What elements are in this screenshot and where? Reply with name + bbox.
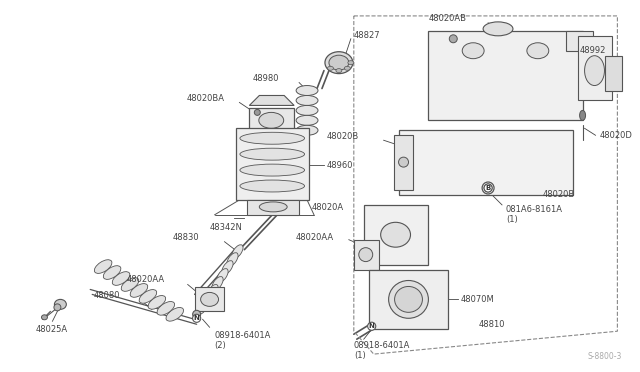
Text: 48070M: 48070M — [460, 295, 494, 304]
Text: 48020D: 48020D — [600, 131, 632, 140]
Ellipse shape — [580, 110, 586, 121]
Polygon shape — [250, 96, 294, 105]
Text: 48810: 48810 — [478, 320, 505, 329]
Polygon shape — [605, 56, 622, 90]
Ellipse shape — [527, 43, 548, 59]
Text: 08918-6401A: 08918-6401A — [214, 331, 271, 340]
Ellipse shape — [296, 125, 318, 135]
Ellipse shape — [240, 164, 305, 176]
Text: B: B — [486, 185, 491, 191]
Ellipse shape — [232, 245, 243, 259]
Polygon shape — [364, 205, 428, 264]
Ellipse shape — [42, 315, 47, 320]
Text: 081A6-8161A: 081A6-8161A — [506, 205, 563, 214]
Ellipse shape — [217, 269, 228, 282]
Ellipse shape — [381, 222, 410, 247]
Ellipse shape — [202, 292, 213, 306]
Polygon shape — [354, 240, 379, 270]
Ellipse shape — [388, 280, 428, 318]
Ellipse shape — [359, 248, 372, 262]
Ellipse shape — [296, 86, 318, 96]
Ellipse shape — [296, 105, 318, 115]
Polygon shape — [195, 288, 225, 311]
Text: 48025A: 48025A — [35, 325, 68, 334]
Polygon shape — [566, 31, 593, 51]
Polygon shape — [250, 108, 294, 140]
Ellipse shape — [395, 286, 422, 312]
Ellipse shape — [296, 96, 318, 105]
Ellipse shape — [259, 112, 284, 128]
Text: 08918-6401A: 08918-6401A — [354, 341, 410, 350]
Ellipse shape — [240, 132, 305, 144]
Text: 48020B: 48020B — [326, 132, 359, 141]
Ellipse shape — [484, 184, 492, 192]
Text: (1): (1) — [506, 215, 518, 224]
Ellipse shape — [344, 66, 350, 70]
Text: (2): (2) — [214, 341, 227, 350]
Ellipse shape — [348, 61, 354, 65]
Polygon shape — [399, 130, 573, 195]
Polygon shape — [236, 128, 309, 200]
Text: 48020AA: 48020AA — [296, 233, 334, 242]
Text: 48960: 48960 — [327, 161, 353, 170]
Ellipse shape — [121, 278, 139, 291]
Text: 48020A: 48020A — [312, 203, 344, 212]
Polygon shape — [578, 36, 612, 100]
Ellipse shape — [54, 299, 67, 310]
Ellipse shape — [103, 266, 121, 279]
Ellipse shape — [329, 55, 349, 70]
Text: 48827: 48827 — [354, 31, 380, 40]
Text: 48020B: 48020B — [543, 190, 575, 199]
Ellipse shape — [259, 202, 287, 212]
Ellipse shape — [325, 52, 353, 74]
Ellipse shape — [336, 68, 342, 73]
Ellipse shape — [148, 295, 166, 309]
Ellipse shape — [227, 253, 238, 266]
Ellipse shape — [197, 301, 208, 314]
Ellipse shape — [296, 115, 318, 125]
Ellipse shape — [112, 272, 130, 285]
Text: 48020AA: 48020AA — [127, 275, 165, 284]
Ellipse shape — [212, 276, 223, 291]
Text: 48020BA: 48020BA — [186, 94, 225, 103]
Ellipse shape — [240, 148, 305, 160]
Ellipse shape — [254, 109, 260, 115]
Ellipse shape — [328, 66, 333, 70]
Ellipse shape — [222, 261, 233, 275]
Ellipse shape — [584, 56, 604, 86]
Ellipse shape — [193, 310, 200, 318]
Text: N: N — [369, 323, 374, 329]
Polygon shape — [248, 200, 299, 215]
Ellipse shape — [200, 292, 218, 307]
Text: 48342N: 48342N — [209, 223, 243, 232]
Ellipse shape — [54, 304, 61, 311]
Ellipse shape — [139, 289, 157, 303]
Ellipse shape — [483, 22, 513, 36]
Text: 48080: 48080 — [93, 291, 120, 300]
Polygon shape — [428, 31, 582, 121]
Text: 48992: 48992 — [580, 46, 606, 55]
Ellipse shape — [166, 308, 184, 321]
Ellipse shape — [399, 157, 408, 167]
Ellipse shape — [462, 43, 484, 59]
Text: N: N — [194, 315, 200, 321]
Ellipse shape — [157, 302, 175, 315]
Ellipse shape — [240, 180, 305, 192]
Ellipse shape — [94, 260, 112, 273]
Text: 48830: 48830 — [173, 233, 200, 242]
Polygon shape — [394, 135, 413, 190]
Ellipse shape — [207, 285, 218, 298]
Ellipse shape — [130, 283, 148, 297]
Text: (1): (1) — [354, 351, 365, 360]
Text: 48980: 48980 — [253, 74, 279, 83]
Ellipse shape — [449, 35, 457, 43]
Polygon shape — [369, 270, 448, 329]
Text: S-8800-3: S-8800-3 — [588, 352, 622, 361]
Text: 48020AB: 48020AB — [428, 15, 467, 23]
